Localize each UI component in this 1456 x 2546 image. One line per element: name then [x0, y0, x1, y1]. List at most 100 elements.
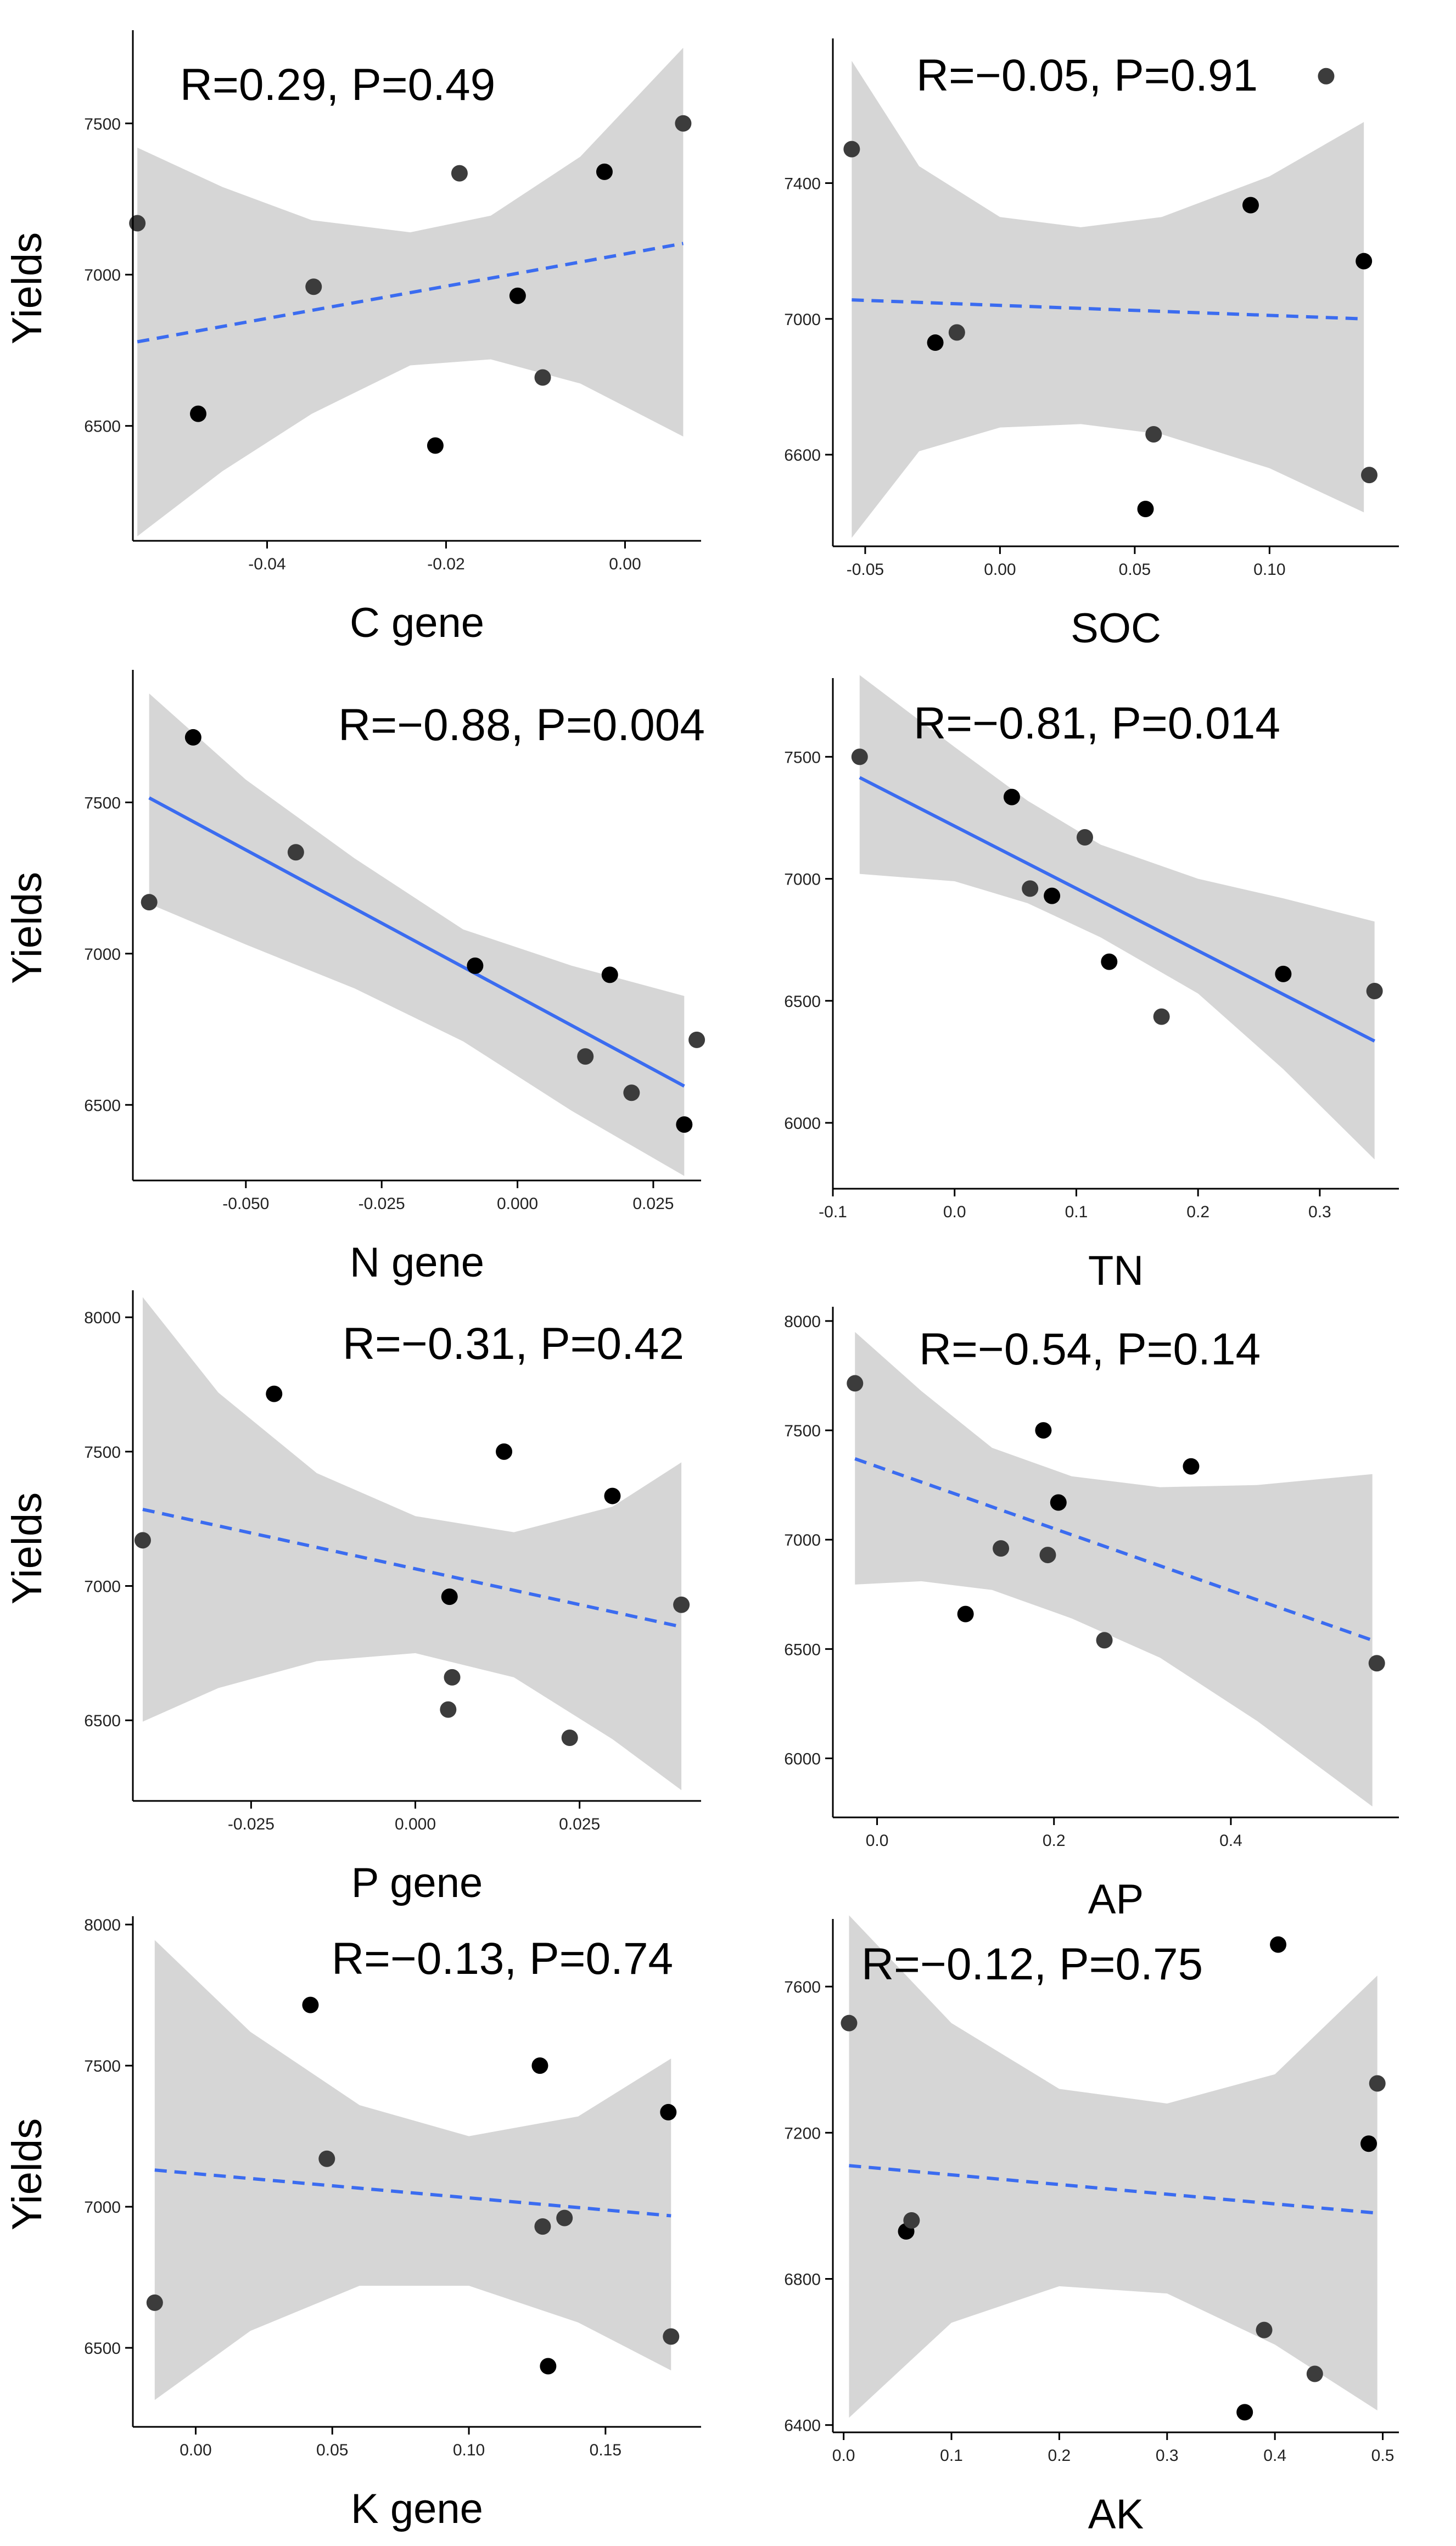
data-point: [1044, 887, 1061, 904]
confidence-band: [142, 1297, 682, 1790]
data-point: [129, 215, 146, 232]
y-tick-label: 6500: [84, 418, 121, 436]
x-tick-label: 0.00: [984, 561, 1016, 579]
panel-k-gene: 0.00 0.05 0.10 0.15 6500 7000 7500 8000 R=−0.13,…: [4, 1916, 701, 2532]
correlation-stat: R=−0.13, P=0.74: [332, 1934, 673, 1984]
data-point: [1256, 2321, 1273, 2338]
data-point: [531, 2057, 548, 2074]
data-point: [1356, 253, 1373, 270]
data-point: [427, 437, 444, 454]
data-point: [1183, 1458, 1200, 1475]
data-point: [660, 2103, 677, 2120]
panel-ap: 0.0 0.2 0.4 6000 6500 7000 7500 8000 R=−0.54, P=…: [784, 1307, 1399, 1923]
data-point: [957, 1605, 974, 1622]
x-tick-label: 0.4: [1219, 1832, 1242, 1850]
data-point: [948, 324, 965, 341]
y-tick-label: 6800: [784, 2271, 821, 2289]
data-point: [1137, 500, 1154, 517]
x-tick-label: 0.1: [1065, 1203, 1088, 1221]
x-tick-label: -0.050: [222, 1195, 269, 1213]
regression-line: [154, 2168, 671, 2218]
x-axis-title: C gene: [350, 600, 484, 646]
data-point: [903, 2212, 920, 2229]
data-point: [540, 2358, 557, 2375]
x-tick-label: 0.10: [453, 2441, 485, 2459]
data-point: [1275, 965, 1292, 982]
data-point: [1101, 953, 1118, 970]
data-point: [467, 957, 484, 974]
data-point: [688, 1031, 705, 1048]
data-point: [287, 844, 304, 861]
data-point: [847, 1375, 864, 1392]
y-tick-label: 6500: [84, 2340, 121, 2358]
x-tick-label: 0.1: [940, 2447, 963, 2465]
y-tick-label: 7500: [84, 2057, 121, 2075]
y-tick-label: 7200: [784, 2124, 821, 2142]
y-tick-label: 6500: [84, 1096, 121, 1115]
panel-c-gene: -0.04 -0.02 0.00 6500 7000 7500 R=0.29, P=0.49…: [4, 30, 701, 646]
y-axis-title: Yields: [4, 872, 51, 984]
data-point: [843, 141, 860, 158]
data-point: [1035, 1422, 1052, 1439]
data-point: [1153, 1008, 1170, 1025]
y-tick-label: 7500: [784, 1422, 821, 1440]
y-axis-title: Yields: [4, 1492, 51, 1604]
x-axis-title: SOC: [1071, 605, 1161, 652]
y-tick-label: 6000: [784, 1115, 821, 1133]
data-point: [451, 165, 468, 182]
y-axis-title: Yields: [4, 2118, 51, 2230]
panel-soc: -0.05 0.00 0.05 0.10 6600 7000 7400 R=−0.05, P=…: [784, 38, 1399, 652]
data-point: [1306, 2365, 1323, 2382]
data-point: [318, 2150, 335, 2167]
regression-line: [849, 2164, 1377, 2215]
y-tick-label: 7500: [84, 794, 121, 812]
correlation-stat: R=−0.88, P=0.004: [338, 700, 705, 750]
x-tick-label: 0.4: [1263, 2447, 1286, 2465]
y-tick-label: 6500: [784, 1641, 821, 1659]
x-tick-label: 0.3: [1156, 2447, 1179, 2465]
confidence-band: [852, 60, 1364, 538]
data-point: [604, 1487, 621, 1504]
data-point: [1366, 983, 1383, 999]
y-tick-label: 7000: [84, 2198, 121, 2217]
data-point: [1050, 1494, 1067, 1511]
data-point: [675, 115, 692, 132]
regression-line: [859, 776, 1376, 1043]
data-point: [305, 278, 322, 295]
y-tick-label: 7000: [84, 266, 121, 284]
y-tick-label: 7400: [784, 175, 821, 193]
correlation-stat: R=−0.12, P=0.75: [861, 1939, 1203, 1989]
confidence-band: [855, 1331, 1373, 1807]
x-tick-label: -0.025: [359, 1195, 405, 1213]
x-tick-label: 0.2: [1186, 1203, 1209, 1221]
confidence-band: [859, 675, 1375, 1160]
data-point: [556, 2209, 573, 2226]
data-point: [993, 1540, 1010, 1557]
data-point: [1096, 1632, 1113, 1649]
x-tick-label: -0.025: [228, 1815, 275, 1833]
data-point: [1145, 426, 1162, 443]
regression-line: [142, 1508, 682, 1629]
y-tick-label: 7500: [784, 748, 821, 766]
data-point: [1242, 197, 1259, 214]
x-tick-label: 0.3: [1308, 1203, 1331, 1221]
data-point: [1270, 1936, 1287, 1953]
data-point: [1369, 2075, 1386, 2092]
y-tick-label: 6400: [784, 2417, 821, 2435]
confidence-band: [154, 1940, 671, 2400]
confidence-band: [149, 693, 685, 1176]
y-tick-label: 6500: [84, 1712, 121, 1730]
regression-line: [148, 796, 685, 1088]
data-point: [927, 334, 944, 351]
x-tick-label: 0.025: [559, 1815, 600, 1833]
x-axis-title: AK: [1088, 2491, 1144, 2538]
x-tick-label: 0.2: [1043, 1832, 1066, 1850]
correlation-stat: R=−0.54, P=0.14: [919, 1324, 1261, 1374]
x-tick-label: 0.15: [590, 2441, 621, 2459]
x-axis-title: P gene: [351, 1860, 483, 1906]
x-tick-label: 0.0: [866, 1832, 889, 1850]
regression-line: [854, 1457, 1373, 1642]
regression-line: [852, 298, 1364, 321]
x-tick-label: 0.000: [497, 1195, 538, 1213]
